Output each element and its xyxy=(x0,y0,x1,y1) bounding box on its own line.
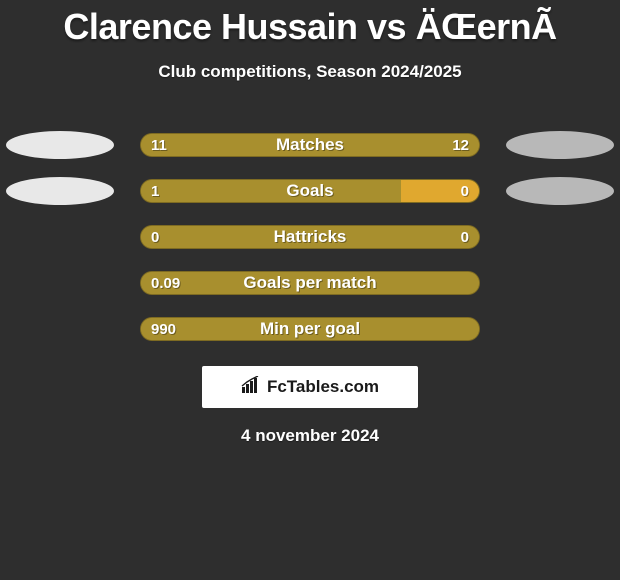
stat-row: Matches1112 xyxy=(0,122,620,168)
player-left-ellipse xyxy=(6,177,114,205)
stat-bar-left-segment xyxy=(141,134,303,156)
subtitle: Club competitions, Season 2024/2025 xyxy=(0,62,620,82)
stat-bar: Goals10 xyxy=(140,179,480,203)
stat-bar: Hattricks00 xyxy=(140,225,480,249)
stat-bar-right-segment xyxy=(310,226,479,248)
page-title: Clarence Hussain vs ÄŒernÃ­ xyxy=(0,6,620,48)
stat-bar-left-segment xyxy=(141,318,479,340)
stat-bar-left-segment xyxy=(141,226,310,248)
comparison-infographic: Clarence Hussain vs ÄŒernÃ­ Club competi… xyxy=(0,0,620,580)
logo-box: FcTables.com xyxy=(202,366,418,408)
date-line: 4 november 2024 xyxy=(0,426,620,446)
stat-bar-left-segment xyxy=(141,272,479,294)
stat-bar: Goals per match0.09 xyxy=(140,271,480,295)
player-right-ellipse xyxy=(506,131,614,159)
stat-bar: Matches1112 xyxy=(140,133,480,157)
stat-row: Min per goal990 xyxy=(0,306,620,352)
logo: FcTables.com xyxy=(241,376,379,399)
stat-bar-right-segment xyxy=(401,180,479,202)
stat-bar: Min per goal990 xyxy=(140,317,480,341)
stats-area: Matches1112 Goals10 Hattricks00 Goals per m… xyxy=(0,122,620,352)
stat-row: Hattricks00 xyxy=(0,214,620,260)
chart-icon xyxy=(241,376,263,399)
logo-text: FcTables.com xyxy=(267,377,379,397)
stat-row: Goals10 xyxy=(0,168,620,214)
stat-bar-right-segment xyxy=(303,134,479,156)
player-left-ellipse xyxy=(6,131,114,159)
player-right-ellipse xyxy=(506,177,614,205)
stat-row: Goals per match0.09 xyxy=(0,260,620,306)
stat-bar-left-segment xyxy=(141,180,401,202)
